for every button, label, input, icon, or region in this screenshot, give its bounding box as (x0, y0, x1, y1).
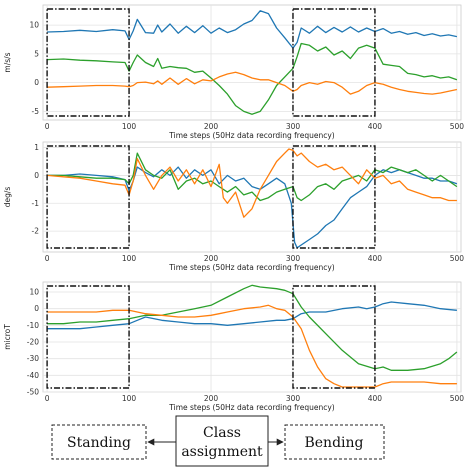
y-axis-label: deg/s (3, 187, 12, 208)
bending-box (284, 424, 385, 460)
class-assignment-label-line1: Class (203, 425, 241, 441)
y-axis-label: m/s/s (3, 52, 12, 72)
standing-label: Standing (67, 435, 131, 451)
series-line-2 (47, 284, 458, 371)
y-tick-label: 0 (34, 171, 39, 180)
y-tick-label: -5 (32, 107, 40, 116)
x-tick-label: 0 (45, 122, 50, 131)
x-tick-label: 0 (45, 394, 50, 403)
x-tick-label: 500 (450, 394, 465, 403)
x-tick-label: 300 (286, 254, 301, 263)
x-axis-label: Time steps (50Hz data recording frequenc… (168, 263, 335, 272)
panel-2: 0 100 200 300 400 500 -2 -1 0 1 Time steps (50Hz d… (3, 141, 465, 272)
class-assignment-flow: Standing Class assignment Bending (51, 415, 385, 467)
panel-3: 0 100 200 300 400 500 -50 -40 -30 -20 -10 0 10 Time s… (3, 281, 465, 412)
y-tick-label: -20 (27, 338, 39, 347)
x-tick-label: 200 (204, 254, 219, 263)
y-tick-label: -40 (27, 371, 39, 380)
y-tick-label: -10 (27, 321, 39, 330)
y-tick-label: 10 (29, 21, 39, 30)
y-tick-label: 10 (29, 288, 39, 297)
x-tick-label: 400 (368, 254, 383, 263)
standing-box (51, 424, 147, 460)
y-tick-label: -2 (32, 227, 40, 236)
x-tick-label: 200 (204, 122, 219, 131)
y-tick-label: 1 (34, 143, 39, 152)
series-line-3 (47, 148, 457, 218)
x-tick-label: 100 (122, 122, 137, 131)
x-tick-label: 400 (368, 394, 383, 403)
series-line-3 (47, 71, 458, 95)
x-tick-label: 100 (122, 254, 137, 263)
series-line-3 (47, 304, 457, 388)
x-tick-label: 500 (450, 122, 465, 131)
y-tick-label: -30 (27, 354, 39, 363)
plot-area (42, 281, 462, 393)
series-line-1 (47, 10, 458, 49)
x-tick-label: 300 (286, 122, 301, 131)
y-tick-label: 0 (34, 78, 39, 87)
panel-1: 0 100 200 300 400 500 -5 0 5 10 Time steps (50Hz d… (3, 4, 465, 140)
class-assignment-label-line2: assignment (181, 444, 263, 460)
class-assignment-box (175, 415, 269, 467)
x-axis-label: Time steps (50Hz data recording frequenc… (168, 131, 335, 140)
x-tick-label: 0 (45, 254, 50, 263)
x-tick-label: 500 (450, 254, 465, 263)
y-axis-label: microT (3, 324, 12, 350)
plot-area (42, 141, 462, 253)
series-line-1 (47, 166, 458, 249)
x-tick-label: 400 (368, 122, 383, 131)
y-tick-label: -50 (27, 388, 39, 397)
class-window-box-1 (46, 8, 130, 117)
plot-area (42, 4, 462, 121)
x-axis-label: Time steps (50Hz data recording frequenc… (168, 403, 335, 412)
x-tick-label: 200 (204, 394, 219, 403)
class-window-box-2 (292, 8, 376, 117)
y-tick-label: 5 (34, 49, 39, 58)
x-tick-label: 100 (122, 394, 137, 403)
y-tick-label: 0 (34, 304, 39, 313)
bending-label: Bending (304, 435, 363, 451)
series-line-2 (47, 42, 458, 115)
series-line-2 (47, 152, 458, 202)
x-tick-label: 300 (286, 394, 301, 403)
y-tick-label: -1 (32, 199, 40, 208)
